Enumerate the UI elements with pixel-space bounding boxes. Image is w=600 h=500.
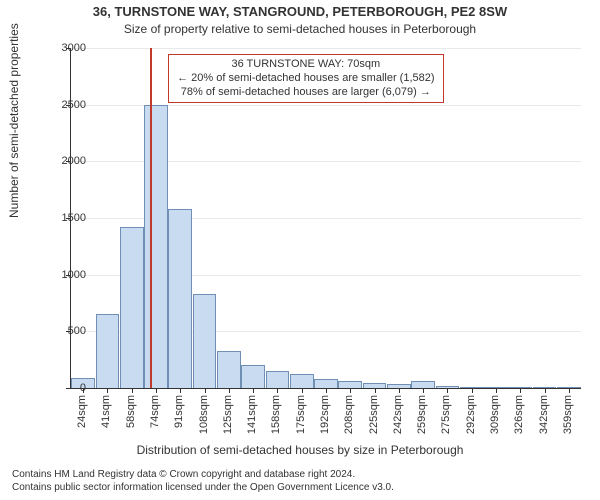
x-tick-mark [107, 388, 108, 393]
x-tick-label: 342sqm [538, 395, 550, 434]
x-axis-label: Distribution of semi-detached houses by … [0, 443, 600, 457]
histogram-bar [120, 227, 144, 388]
x-tick-mark [447, 388, 448, 393]
x-tick-label: 326sqm [513, 395, 525, 434]
y-tick-label: 0 [80, 382, 86, 394]
histogram-bar [96, 314, 120, 388]
chart-subtitle: Size of property relative to semi-detach… [0, 22, 600, 36]
footer-attribution: Contains HM Land Registry data © Crown c… [12, 469, 394, 494]
x-tick-mark [520, 388, 521, 393]
x-tick-label: 309sqm [489, 395, 501, 434]
histogram-bar [290, 374, 314, 388]
y-axis-label: Number of semi-detached properties [7, 23, 21, 218]
x-tick-mark [375, 388, 376, 393]
histogram-bar [338, 381, 362, 388]
y-tick-label: 2000 [62, 155, 86, 167]
y-tick-label: 2500 [62, 99, 86, 111]
y-tick-label: 500 [68, 325, 86, 337]
x-tick-mark [326, 388, 327, 393]
x-tick-label: 208sqm [343, 395, 355, 434]
y-tick-label: 3000 [62, 42, 86, 54]
x-tick-mark [180, 388, 181, 393]
x-tick-label: 292sqm [465, 395, 477, 434]
histogram-bar [168, 209, 192, 388]
gridline [71, 48, 581, 49]
x-tick-label: 125sqm [222, 395, 234, 434]
x-tick-label: 175sqm [295, 395, 307, 434]
x-tick-mark [496, 388, 497, 393]
annotation-box: 36 TURNSTONE WAY: 70sqm ← 20% of semi-de… [168, 54, 443, 103]
x-tick-label: 41sqm [100, 395, 112, 428]
x-tick-mark [205, 388, 206, 393]
histogram-bar [314, 379, 338, 388]
histogram-bar [241, 365, 265, 388]
x-tick-mark [545, 388, 546, 393]
x-tick-mark [569, 388, 570, 393]
chart-container: 36, TURNSTONE WAY, STANGROUND, PETERBORO… [0, 0, 600, 500]
chart-title: 36, TURNSTONE WAY, STANGROUND, PETERBORO… [0, 4, 600, 19]
histogram-bar [411, 381, 435, 388]
x-tick-mark [229, 388, 230, 393]
x-tick-mark [277, 388, 278, 393]
histogram-bar [144, 105, 168, 388]
x-tick-label: 24sqm [76, 395, 88, 428]
histogram-bar [217, 351, 241, 388]
x-tick-label: 108sqm [198, 395, 210, 434]
plot-area: 36 TURNSTONE WAY: 70sqm ← 20% of semi-de… [70, 48, 581, 389]
x-tick-label: 259sqm [416, 395, 428, 434]
x-tick-mark [156, 388, 157, 393]
x-tick-mark [132, 388, 133, 393]
x-tick-mark [423, 388, 424, 393]
footer-line-2: Contains public sector information licen… [12, 482, 394, 495]
marker-line [150, 48, 152, 388]
x-tick-label: 225sqm [368, 395, 380, 434]
x-tick-mark [253, 388, 254, 393]
annotation-line-2: ← 20% of semi-detached houses are smalle… [177, 72, 434, 86]
x-tick-mark [399, 388, 400, 393]
x-tick-label: 74sqm [149, 395, 161, 428]
x-tick-mark [350, 388, 351, 393]
x-tick-mark [472, 388, 473, 393]
y-tick-mark [66, 388, 71, 389]
y-tick-label: 1500 [62, 212, 86, 224]
x-tick-label: 242sqm [392, 395, 404, 434]
x-tick-label: 359sqm [562, 395, 574, 434]
x-tick-mark [302, 388, 303, 393]
x-tick-label: 192sqm [319, 395, 331, 434]
histogram-bar [193, 294, 217, 388]
x-tick-label: 58sqm [125, 395, 137, 428]
footer-line-1: Contains HM Land Registry data © Crown c… [12, 469, 394, 482]
x-tick-label: 141sqm [246, 395, 258, 434]
annotation-line-3: 78% of semi-detached houses are larger (… [177, 86, 434, 100]
y-tick-label: 1000 [62, 269, 86, 281]
x-tick-label: 91sqm [173, 395, 185, 428]
x-tick-label: 158sqm [270, 395, 282, 434]
x-tick-label: 275sqm [440, 395, 452, 434]
annotation-line-1: 36 TURNSTONE WAY: 70sqm [177, 58, 434, 72]
histogram-bar [266, 371, 290, 388]
